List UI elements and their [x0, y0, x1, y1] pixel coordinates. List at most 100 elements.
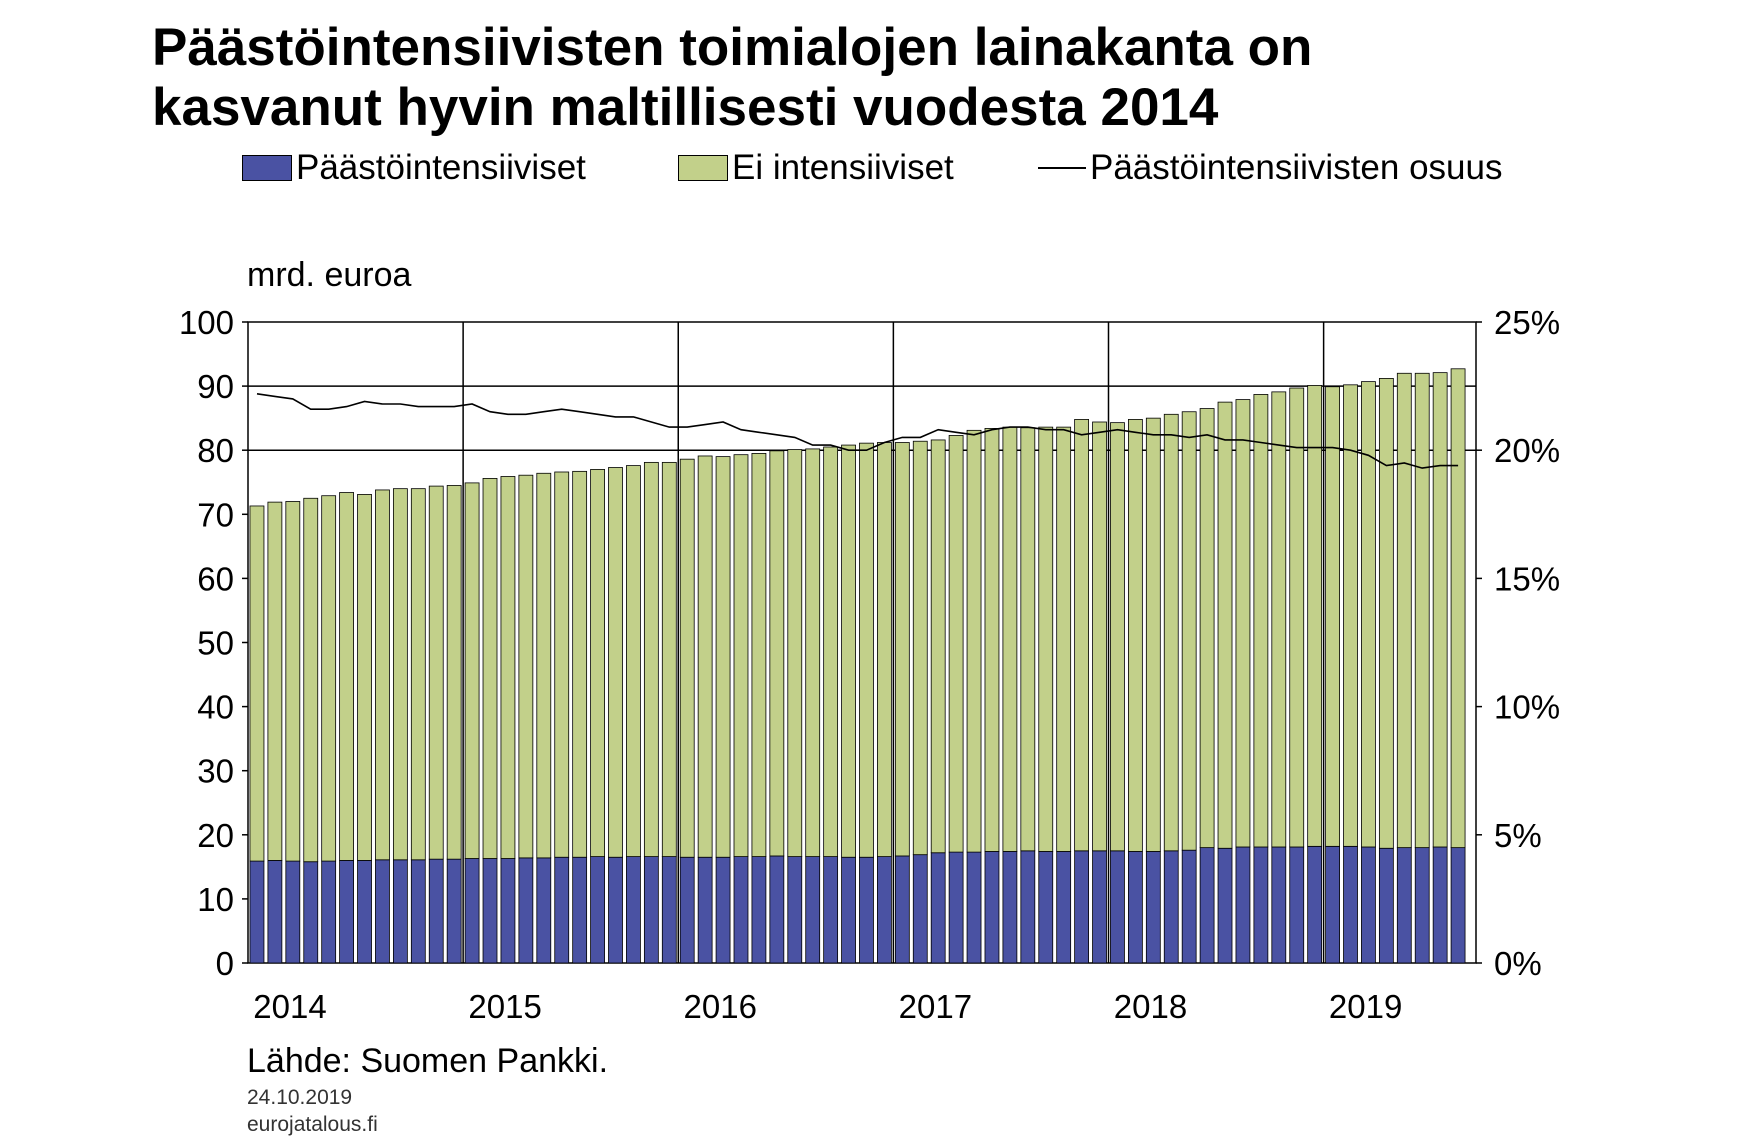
bar-intensive-55: [1235, 846, 1251, 964]
bar-intensive-24: [679, 856, 695, 964]
bar-non-intensive-17: [554, 471, 570, 858]
bar-intensive-25: [697, 856, 713, 964]
bar-intensive-49: [1127, 851, 1143, 964]
bar-non-intensive-28: [751, 453, 767, 857]
bar-intensive-59: [1307, 845, 1323, 964]
bar-non-intensive-50: [1145, 417, 1161, 852]
bar-intensive-54: [1217, 847, 1233, 964]
bar-non-intensive-1: [267, 501, 283, 861]
bar-intensive-51: [1163, 850, 1179, 964]
bar-non-intensive-30: [787, 449, 803, 857]
bar-non-intensive-41: [984, 428, 1000, 852]
y2-tick-label-3: 15%: [1494, 560, 1560, 597]
y2-tick-label-4: 20%: [1494, 432, 1560, 469]
bar-intensive-9: [410, 859, 426, 964]
bar-intensive-30: [787, 856, 803, 964]
bar-intensive-15: [518, 857, 534, 964]
bar-intensive-32: [823, 856, 839, 964]
bar-non-intensive-55: [1235, 399, 1251, 848]
bar-non-intensive-43: [1020, 427, 1036, 852]
bar-non-intensive-57: [1271, 391, 1287, 848]
bar-non-intensive-4: [321, 495, 337, 862]
x-tick-label-2019: 2019: [1329, 988, 1402, 1025]
bar-non-intensive-14: [500, 476, 516, 859]
bar-non-intensive-61: [1343, 384, 1358, 847]
bar-intensive-4: [321, 860, 337, 964]
bar-non-intensive-6: [357, 494, 372, 861]
legend-item-share: Päästöintensiivisten osuus: [1038, 146, 1502, 190]
bar-non-intensive-16: [536, 472, 552, 859]
bar-intensive-53: [1199, 847, 1215, 964]
x-tick-label-2016: 2016: [684, 988, 757, 1025]
bar-non-intensive-5: [339, 492, 354, 861]
x-tick-label-2014: 2014: [253, 988, 326, 1025]
bar-intensive-18: [572, 856, 588, 964]
bar-intensive-7: [375, 859, 390, 964]
bar-intensive-43: [1020, 850, 1036, 964]
bar-non-intensive-35: [877, 442, 892, 857]
legend-item-non-intensive: Ei intensiiviset: [678, 146, 954, 190]
bar-non-intensive-31: [805, 448, 821, 857]
bar-intensive-47: [1092, 850, 1107, 964]
bar-non-intensive-38: [930, 439, 946, 854]
bar-non-intensive-9: [410, 488, 426, 861]
bar-non-intensive-48: [1110, 422, 1125, 852]
bar-intensive-19: [590, 856, 605, 964]
line-share: [256, 393, 1459, 469]
bar-non-intensive-63: [1378, 378, 1394, 849]
bar-non-intensive-29: [769, 450, 785, 857]
bar-intensive-66: [1432, 846, 1448, 964]
bar-non-intensive-18: [572, 470, 588, 858]
bar-intensive-39: [948, 851, 964, 964]
bar-intensive-22: [643, 856, 659, 964]
bar-intensive-61: [1343, 845, 1358, 964]
bar-intensive-36: [894, 855, 910, 964]
bar-intensive-34: [859, 856, 874, 964]
bar-non-intensive-59: [1307, 385, 1323, 847]
bar-non-intensive-15: [518, 474, 534, 859]
bar-intensive-16: [536, 857, 552, 964]
y-tick-label-60: 60: [197, 560, 234, 597]
bar-non-intensive-22: [643, 461, 659, 857]
bar-intensive-48: [1110, 850, 1125, 964]
bar-non-intensive-47: [1092, 421, 1107, 852]
bar-non-intensive-46: [1074, 419, 1089, 852]
bar-non-intensive-3: [303, 497, 319, 863]
bar-non-intensive-34: [859, 442, 874, 858]
bar-intensive-56: [1253, 846, 1269, 964]
y-tick-label-30: 30: [197, 753, 234, 790]
bar-intensive-6: [357, 860, 372, 964]
bar-non-intensive-8: [392, 488, 408, 861]
bar-non-intensive-56: [1253, 394, 1269, 848]
y-tick-label-20: 20: [197, 817, 234, 854]
chart-title-line-2: kasvanut hyvin maltillisesti vuodesta 20…: [152, 78, 1219, 137]
bar-non-intensive-53: [1199, 408, 1215, 849]
y-tick-label-70: 70: [197, 496, 234, 533]
chart-title-line-1: Päästöintensiivisten toimialojen lainaka…: [152, 18, 1313, 77]
legend-swatch-non-intensive: [678, 155, 728, 181]
bar-intensive-14: [500, 858, 516, 964]
bar-non-intensive-67: [1450, 368, 1466, 849]
y-tick-label-50: 50: [197, 625, 234, 662]
x-tick-label-2017: 2017: [899, 988, 972, 1025]
bar-non-intensive-10: [428, 485, 444, 860]
x-tick-label-2018: 2018: [1114, 988, 1187, 1025]
y-tick-label-0: 0: [216, 945, 234, 982]
y2-tick-label-2: 10%: [1494, 689, 1560, 726]
bar-intensive-44: [1038, 851, 1054, 964]
bar-intensive-35: [877, 856, 892, 964]
bar-non-intensive-7: [375, 489, 390, 861]
bar-non-intensive-27: [733, 454, 749, 857]
bar-intensive-12: [464, 858, 480, 964]
y2-tick-label-1: 5%: [1494, 817, 1542, 854]
bar-non-intensive-12: [464, 482, 480, 859]
chart-legend: Päästöintensiiviset Ei intensiiviset Pää…: [0, 146, 1748, 190]
bar-non-intensive-33: [841, 444, 856, 858]
bar-intensive-31: [805, 856, 821, 964]
bar-non-intensive-58: [1289, 387, 1305, 848]
bar-non-intensive-45: [1056, 426, 1072, 852]
bar-intensive-40: [966, 851, 982, 964]
website-label: eurojatalous.fi: [247, 1113, 378, 1136]
bar-intensive-37: [912, 854, 928, 964]
bar-non-intensive-54: [1217, 401, 1233, 849]
